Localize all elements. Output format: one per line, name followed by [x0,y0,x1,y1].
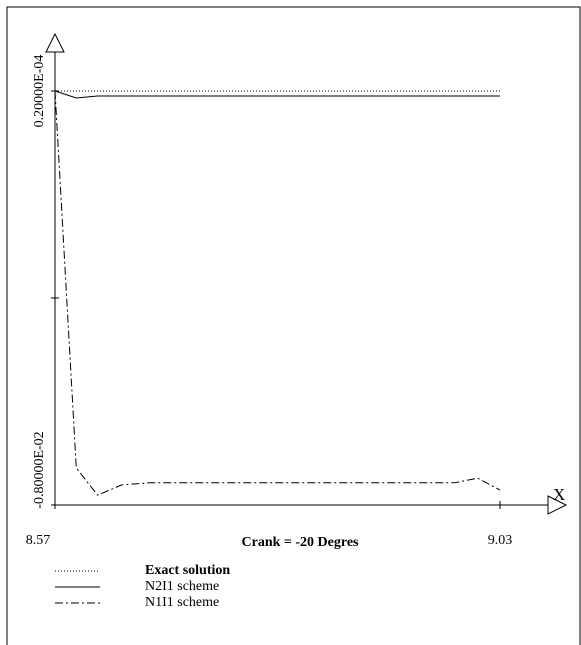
legend-label: Exact solution [145,563,230,578]
legend-label: N1I1 scheme [145,595,219,610]
x-tick-label: 8.57 [26,533,51,548]
frame [6,6,581,645]
x-axis-name: X [553,485,565,504]
x-axis-arrow [547,495,568,515]
x-tick-label: 9.03 [488,533,513,548]
y-tick-label: 0.20000E-04 [32,55,47,128]
series-line [54,90,501,496]
y-tick-label: -0.80000E-02 [32,431,47,508]
x-axis-label: Crank = -20 Degres [242,535,360,550]
series-line [54,90,500,99]
y-axis-arrow [45,32,65,53]
legend-label: N2I1 scheme [145,579,219,594]
